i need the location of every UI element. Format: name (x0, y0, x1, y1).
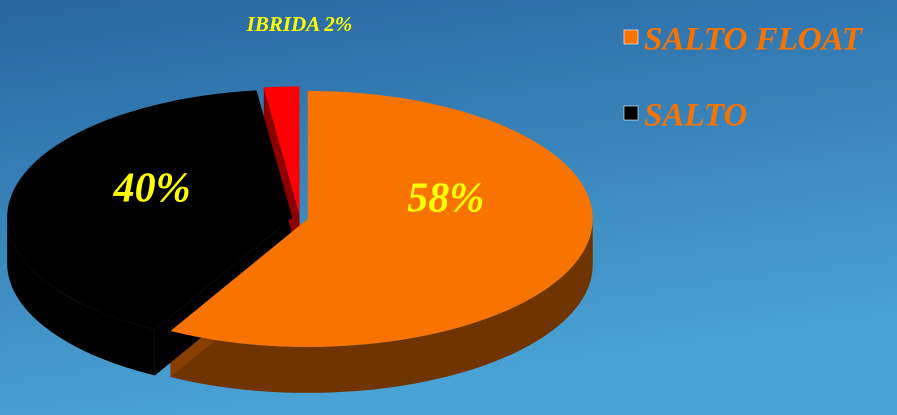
legend-swatch (623, 105, 639, 121)
legend-label: SALTO (644, 98, 747, 134)
data-label: 40% (113, 165, 191, 211)
slice (7, 90, 293, 330)
slice-side (7, 217, 155, 376)
data-label: IBRIDA 2% (246, 12, 353, 36)
slice-side (170, 218, 593, 393)
slice (263, 86, 300, 215)
slice (170, 90, 593, 347)
data-label: 58% (407, 175, 484, 221)
legend-swatch (623, 29, 639, 45)
legend-label: SALTO FLOAT (644, 22, 864, 58)
